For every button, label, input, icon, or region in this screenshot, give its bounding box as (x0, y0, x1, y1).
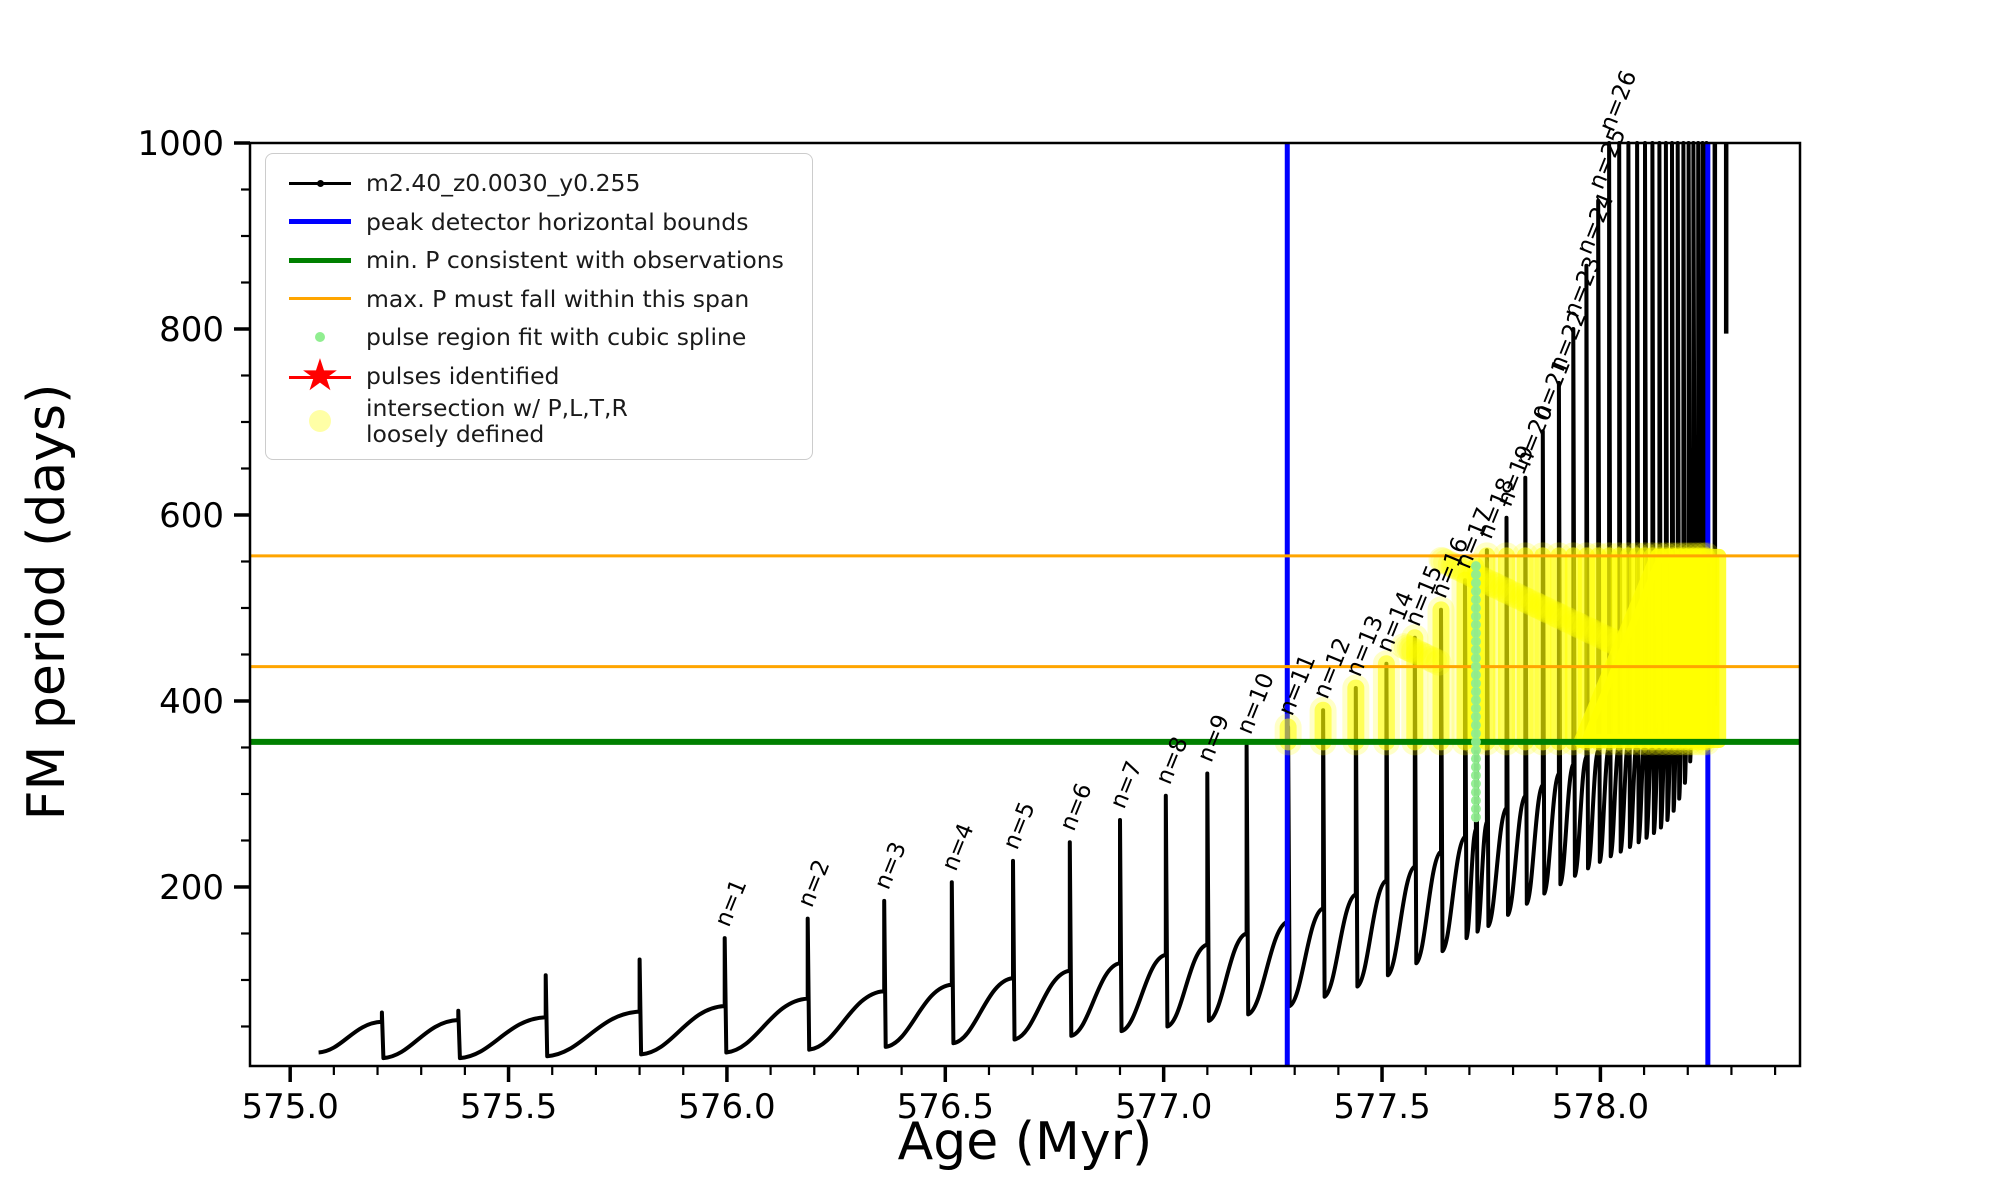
orange-line-marker (274, 297, 366, 301)
pulse-label-n-7: n=7 (1105, 758, 1147, 813)
blue-line-marker (274, 219, 366, 225)
pulse-label-n-2: n=2 (793, 856, 835, 911)
red-star-icon: ★ (274, 353, 366, 397)
legend-entry-min-p: min. P consistent with observations (274, 241, 804, 280)
legend-entry-pulse-region: pulse region fit with cubic spline (274, 318, 804, 357)
x-tick-label: 576.0 (678, 1087, 775, 1127)
axes: 575.0 575.5 576.0 576.5 577.0 577.5 578.0 200 40… (137, 124, 1802, 1127)
legend-label-peak-bounds: peak detector horizontal bounds (366, 207, 749, 236)
legend-entry-intersection: intersection w/ P,L,T,R loosely defined (274, 395, 804, 447)
legend-label-intersection: intersection w/ P,L,T,R loosely defined (366, 394, 628, 448)
pulse-label-n-25: n=25 (1584, 125, 1632, 193)
pulse-label-n-4: n=4 (937, 820, 979, 875)
legend-label-series: m2.40_z0.0030_y0.255 (366, 169, 641, 198)
y-axis-label: FM period (days) (17, 383, 77, 821)
legend-label-pulses-identified: pulses identified (366, 361, 560, 390)
x-tick-label: 575.0 (242, 1087, 339, 1127)
legend-entry-peak-bounds: peak detector horizontal bounds (274, 203, 804, 242)
x-axis-label: Age (Myr) (897, 1112, 1153, 1172)
intersection-overlay (1274, 542, 1727, 756)
x-tick-label: 576.5 (897, 1087, 994, 1127)
pulse-label-n-24: n=24 (1572, 190, 1620, 258)
legend-entry-series: m2.40_z0.0030_y0.255 (274, 164, 804, 203)
x-tick-label: 578.0 (1552, 1087, 1649, 1127)
y-tick-label: 1000 (137, 124, 224, 164)
pulse-label-n-10: n=10 (1232, 670, 1280, 738)
pulse-number-labels: n=1 n=2 n=3 n=4 n=5 n=6 n=7 n=8 n=9n=10n=11n=12n… (710, 67, 1642, 930)
green-line-marker (274, 257, 366, 263)
pulse-label-n-9: n=9 (1193, 711, 1235, 766)
legend-label-pulse-region: pulse region fit with cubic spline (366, 323, 747, 352)
pulse-label-n-26: n=26 (1595, 67, 1643, 135)
lightgreen-dot-marker (274, 332, 366, 343)
y-tick-label: 200 (159, 868, 224, 908)
legend-label-max-p: max. P must fall within this span (366, 284, 750, 313)
y-tick-label: 600 (159, 496, 224, 536)
legend-entry-pulses-identified: ★ pulses identified (274, 353, 804, 397)
legend: m2.40_z0.0030_y0.255 peak detector horiz… (265, 153, 813, 460)
pulse-label-n-1: n=1 (710, 876, 752, 931)
x-tick-label: 575.5 (460, 1087, 557, 1127)
x-tick-label: 577.5 (1333, 1087, 1430, 1127)
pulse-label-n-6: n=6 (1055, 780, 1097, 835)
spline-fit-dots (1470, 561, 1481, 823)
y-tick-label: 800 (159, 310, 224, 350)
x-tick-label: 577.0 (1115, 1087, 1212, 1127)
y-tick-label: 400 (159, 682, 224, 722)
pulse-label-n-3: n=3 (870, 838, 912, 893)
observation-lines (250, 554, 1800, 745)
series-line-marker (274, 179, 366, 187)
legend-label-min-p: min. P consistent with observations (366, 246, 784, 275)
legend-entry-max-p: max. P must fall within this span (274, 280, 804, 319)
pulse-label-n-5: n=5 (998, 798, 1040, 853)
yellow-dot-marker (274, 410, 366, 432)
